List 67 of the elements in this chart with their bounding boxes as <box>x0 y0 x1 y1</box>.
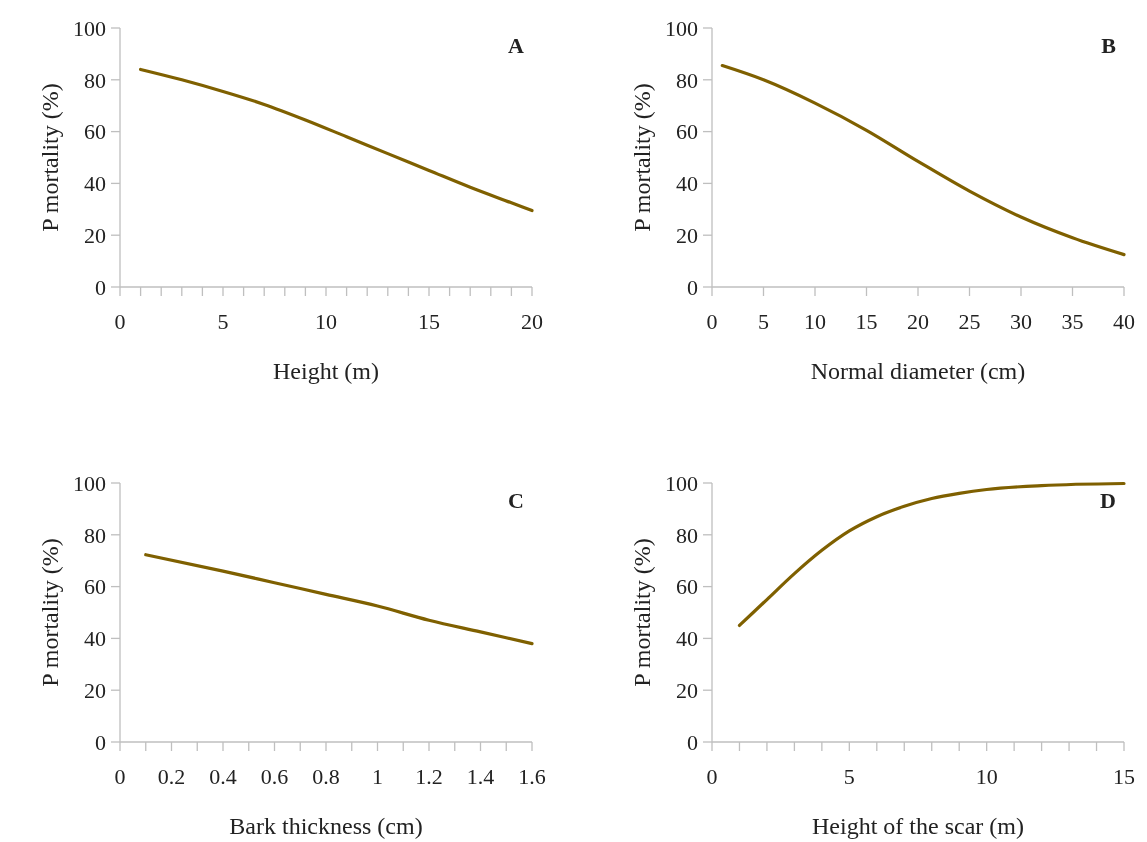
x-axis-title: Normal diameter (cm) <box>810 358 1026 384</box>
y-tick-label: 80 <box>676 67 698 93</box>
y-tick-label: 0 <box>95 274 106 300</box>
y-tick-label: 20 <box>676 677 698 703</box>
y-tick-label: 20 <box>84 222 106 248</box>
x-tick-label: 0 <box>706 764 718 789</box>
y-axis-title: P mortality (%) <box>629 83 655 232</box>
line-series <box>737 481 1126 628</box>
y-tick-label: 60 <box>84 119 106 145</box>
y-axis-title: P mortality (%) <box>37 538 63 687</box>
x-tick-label: 25 <box>958 309 981 334</box>
x-tick-label: 0.8 <box>312 764 340 789</box>
y-tick-label: 80 <box>84 522 106 548</box>
x-tick-label: 5 <box>217 309 229 334</box>
x-tick-label: 10 <box>804 309 826 334</box>
x-tick-label: 0 <box>706 309 718 334</box>
y-tick-label: 100 <box>665 470 698 496</box>
line-series <box>144 553 534 646</box>
x-tick-label: 40 <box>1113 309 1135 334</box>
x-tick-label: 0 <box>114 309 126 334</box>
y-tick-label: 100 <box>73 470 106 496</box>
y-axis-title: P mortality (%) <box>37 83 63 232</box>
x-tick-label: 0.2 <box>157 764 186 789</box>
x-tick-label: 1.4 <box>466 764 495 789</box>
line-series <box>720 63 1126 257</box>
y-tick-label: 80 <box>676 522 698 548</box>
x-tick-label: 15 <box>418 309 440 334</box>
y-tick-label: 0 <box>95 729 106 755</box>
x-tick-label: 1.2 <box>415 764 443 789</box>
chart-title: B <box>1101 33 1117 58</box>
y-tick-label: 0 <box>687 729 698 755</box>
y-tick-label: 40 <box>676 171 698 197</box>
x-tick-label: 15 <box>855 309 878 334</box>
chart-title: D <box>1100 488 1116 513</box>
x-tick-label: 0 <box>114 764 126 789</box>
y-tick-label: 20 <box>676 222 698 248</box>
x-axis-title: Bark thickness (cm) <box>229 813 423 839</box>
x-axis-title: Height (m) <box>273 358 379 384</box>
x-tick-label: 20 <box>521 309 543 334</box>
y-tick-label: 40 <box>84 171 106 197</box>
x-tick-label: 0.6 <box>260 764 289 789</box>
x-tick-label: 20 <box>907 309 929 334</box>
chart-title: A <box>508 33 525 58</box>
x-tick-label: 5 <box>843 764 855 789</box>
line-series <box>139 67 534 213</box>
y-tick-label: 100 <box>73 15 106 41</box>
x-tick-label: 1.6 <box>518 764 546 789</box>
x-tick-label: 1 <box>372 764 383 789</box>
x-tick-label: 5 <box>758 309 769 334</box>
chart-title: C <box>508 488 524 513</box>
x-axis-title: Height of the scar (m) <box>812 813 1024 839</box>
y-tick-label: 40 <box>676 626 698 652</box>
y-axis-title: P mortality (%) <box>629 538 655 687</box>
x-tick-label: 0.4 <box>209 764 237 789</box>
y-tick-label: 20 <box>84 677 106 703</box>
x-tick-label: 15 <box>1113 764 1135 789</box>
y-tick-label: 40 <box>84 626 106 652</box>
x-tick-label: 10 <box>315 309 337 334</box>
y-tick-label: 0 <box>687 274 698 300</box>
y-tick-label: 60 <box>676 574 698 600</box>
y-tick-label: 80 <box>84 67 106 93</box>
y-tick-label: 100 <box>665 15 698 41</box>
x-tick-label: 30 <box>1010 309 1032 334</box>
y-tick-label: 60 <box>84 574 106 600</box>
x-tick-label: 10 <box>975 764 998 789</box>
x-tick-label: 35 <box>1061 309 1084 334</box>
y-tick-label: 60 <box>676 119 698 145</box>
